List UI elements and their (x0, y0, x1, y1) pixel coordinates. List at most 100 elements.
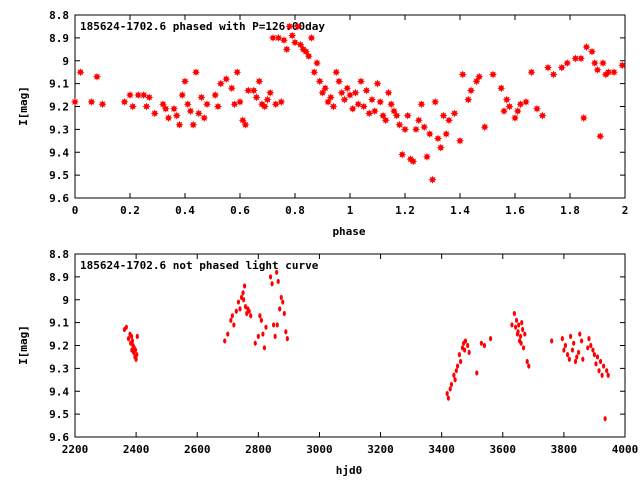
data-point (562, 347, 566, 353)
data-point (238, 306, 242, 312)
data-point (170, 104, 178, 113)
data-point (595, 354, 600, 360)
data-point (417, 100, 426, 109)
data-point (600, 372, 604, 378)
data-point (581, 356, 585, 362)
data-point (260, 102, 269, 111)
data-point (76, 68, 85, 77)
x-tick-label: 2800 (245, 443, 272, 456)
data-point (368, 95, 376, 104)
data-point (236, 97, 244, 106)
data-point (569, 333, 573, 339)
y-tick-label: 9.1 (49, 317, 69, 330)
data-point (268, 274, 273, 280)
data-point (159, 100, 167, 109)
data-point (288, 31, 297, 40)
data-point (604, 68, 613, 77)
data-point (519, 340, 523, 346)
unphased-x-axis-label: hjd0 (336, 464, 363, 477)
data-point (272, 322, 276, 328)
data-point (379, 111, 387, 120)
data-point (310, 68, 319, 77)
data-point (304, 52, 313, 61)
data-point (255, 77, 264, 86)
x-tick-label: 1 (347, 204, 354, 217)
data-point (592, 352, 597, 358)
data-point (281, 299, 285, 305)
data-point (216, 79, 225, 88)
data-point (590, 59, 599, 68)
data-point (597, 368, 601, 374)
x-tick-label: 3600 (490, 443, 517, 456)
data-point (565, 352, 570, 358)
data-point (516, 329, 520, 335)
data-point (175, 120, 184, 129)
data-point (459, 358, 463, 365)
unphased-light-curve-panel: 185624-1702.6 not phased light curve hjd… (17, 248, 638, 477)
y-tick-label: 8.9 (49, 32, 69, 45)
data-point (285, 22, 294, 31)
data-point (384, 88, 393, 97)
phased-chart-title: 185624-1702.6 phased with P=126.00day (80, 20, 325, 33)
data-point (335, 77, 343, 86)
data-point (245, 310, 249, 317)
y-tick-label: 9.6 (49, 192, 69, 205)
data-point (134, 91, 143, 100)
data-point (431, 97, 440, 106)
data-point (533, 104, 541, 113)
data-point (463, 338, 468, 344)
data-point (452, 372, 456, 378)
data-point (340, 95, 349, 104)
data-point (512, 310, 516, 317)
data-point (588, 47, 596, 56)
data-point (390, 107, 398, 116)
data-point (576, 349, 581, 355)
data-point (313, 59, 321, 68)
x-tick-label: 0.4 (175, 204, 195, 217)
data-point (420, 123, 429, 132)
data-point (475, 370, 479, 376)
data-point (242, 283, 247, 289)
data-point (324, 97, 332, 106)
data-point (253, 340, 257, 346)
data-point (453, 377, 457, 383)
data-point (229, 317, 233, 323)
data-point (442, 129, 451, 138)
y-tick-label: 9.3 (49, 123, 69, 136)
data-point (457, 352, 461, 358)
data-point (164, 113, 173, 122)
data-point (577, 54, 585, 63)
data-point (455, 363, 460, 369)
data-point (445, 390, 449, 397)
data-point (594, 361, 598, 367)
data-point (563, 59, 572, 68)
data-point (567, 356, 571, 362)
data-point (274, 33, 283, 42)
data-point (128, 102, 137, 111)
data-point (326, 93, 335, 102)
data-point (514, 317, 519, 323)
data-point (466, 342, 470, 349)
data-point (511, 113, 519, 122)
data-point (544, 63, 552, 72)
x-tick-label: 4000 (612, 443, 639, 456)
data-point (243, 304, 248, 310)
data-point (172, 111, 181, 120)
data-point (445, 116, 453, 125)
data-point (296, 40, 305, 49)
data-point (376, 97, 385, 106)
data-point (462, 347, 467, 353)
data-point (181, 77, 189, 86)
unphased-y-axis-label: I[mag] (17, 325, 30, 365)
x-tick-label: 2 (622, 204, 629, 217)
data-point (449, 381, 454, 387)
data-point (343, 84, 352, 93)
data-point (610, 68, 618, 77)
data-point (587, 336, 591, 342)
data-point (280, 36, 288, 45)
data-point (98, 100, 107, 109)
data-point (161, 104, 170, 113)
data-point (263, 95, 272, 104)
data-point (502, 95, 511, 104)
data-point (359, 102, 368, 111)
